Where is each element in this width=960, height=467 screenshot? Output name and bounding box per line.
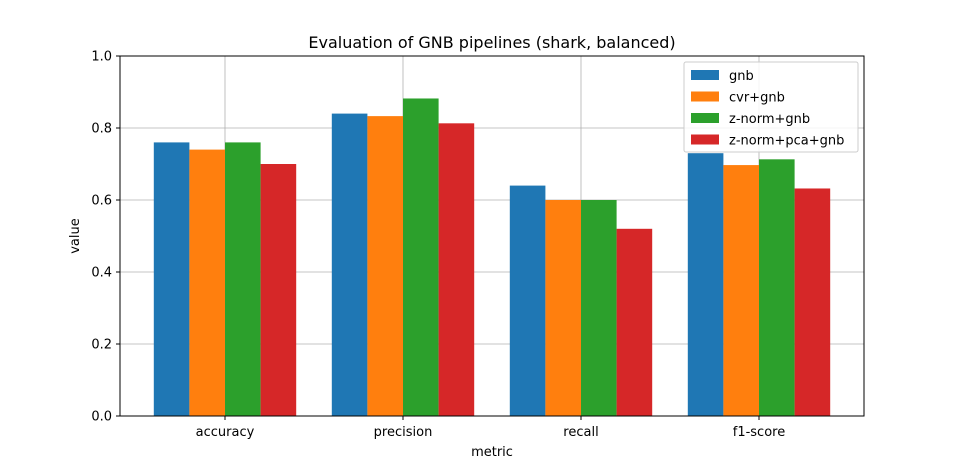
chart-title: Evaluation of GNB pipelines (shark, bala… [308, 33, 675, 52]
bar-z-norm+pca+gnb-accuracy [260, 164, 297, 416]
y-tick-label: 0.2 [91, 338, 112, 353]
bar-z-norm+gnb-recall [581, 200, 617, 416]
bar-cvr+gnb-f1-score [723, 165, 759, 416]
bar-gnb-precision [331, 113, 368, 416]
x-tick-label: precision [374, 425, 433, 440]
legend-swatch-cvr+gnb [691, 91, 719, 102]
bar-z-norm+pca+gnb-recall [616, 228, 653, 416]
bar-z-norm+gnb-accuracy [225, 142, 261, 416]
y-tick-label: 0.0 [91, 410, 112, 425]
legend-label-gnb: gnb [729, 69, 754, 84]
legend-label-z-norm+gnb: z-norm+gnb [729, 112, 810, 127]
bar-cvr+gnb-recall [545, 200, 581, 416]
bar-cvr+gnb-accuracy [189, 149, 225, 416]
x-axis-ticks: accuracy precision recall f1-score [196, 416, 785, 440]
y-tick-label: 0.4 [91, 266, 112, 281]
bar-z-norm+gnb-precision [403, 98, 439, 416]
legend-swatch-gnb [691, 70, 719, 80]
legend-label-cvr+gnb: cvr+gnb [729, 91, 785, 106]
bar-gnb-f1-score [687, 153, 724, 416]
legend-swatch-z-norm+gnb [691, 113, 719, 123]
y-tick-label: 0.6 [91, 194, 112, 209]
x-tick-label: f1-score [733, 425, 785, 440]
bar-gnb-accuracy [153, 142, 190, 416]
legend-box [683, 61, 859, 153]
x-tick-label: accuracy [196, 425, 255, 440]
y-axis-ticks: 0.0 0.2 0.4 0.6 0.8 1.0 [91, 50, 120, 425]
x-tick-label: recall [563, 425, 598, 440]
y-tick-label: 1.0 [91, 50, 112, 65]
bar-cvr+gnb-precision [367, 116, 403, 417]
bar-z-norm+pca+gnb-f1-score [794, 188, 831, 416]
y-axis-label: value [68, 218, 83, 254]
bar-z-norm+pca+gnb-precision [438, 123, 475, 416]
y-tick-label: 0.8 [91, 122, 112, 137]
bar-z-norm+gnb-f1-score [759, 159, 795, 416]
legend-swatch-z-norm+pca+gnb [691, 134, 719, 145]
bars [153, 98, 831, 417]
plot-frame [119, 55, 865, 417]
legend: gnb cvr+gnb z-norm+gnb z-norm+pca+gnb [683, 61, 859, 153]
legend-label-z-norm+pca+gnb: z-norm+pca+gnb [729, 134, 844, 149]
bar-gnb-recall [509, 185, 546, 416]
x-axis-label: metric [471, 445, 513, 460]
